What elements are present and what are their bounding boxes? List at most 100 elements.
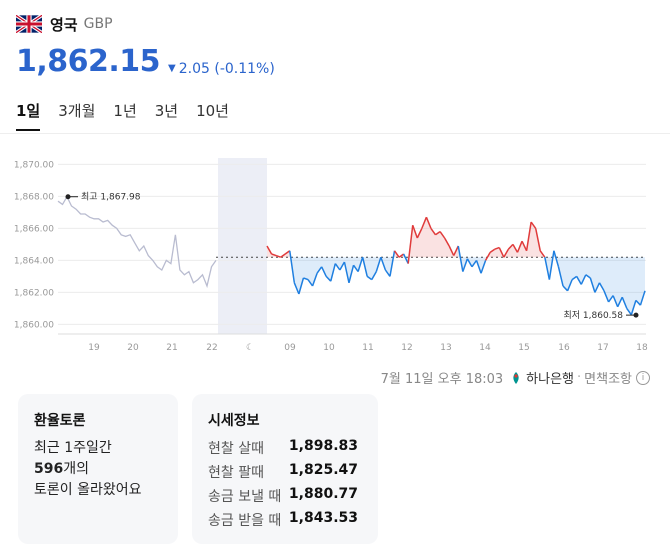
price-line-segment — [498, 247, 505, 258]
rate-value: 1,898.83 — [288, 438, 358, 454]
rate-value: 1,843.53 — [288, 510, 358, 526]
area-segment — [617, 257, 623, 307]
rates-card: 시세정보 현찰 살때 1,898.83 현찰 팔때 1,825.47 송금 보낼… — [192, 394, 378, 544]
down-triangle-icon: ▼ — [168, 63, 176, 74]
area-segment — [435, 231, 441, 258]
price-line-segment — [544, 257, 551, 280]
price-line-segment — [462, 258, 469, 272]
tab-3years[interactable]: 3년 — [154, 102, 179, 120]
area-segment — [412, 225, 418, 258]
area-segment — [321, 257, 327, 277]
exchange-rate-chart[interactable]: 1,870.00 1,868.00 1,866.00 1,864.00 1,862.00… — [0, 140, 670, 360]
forum-card[interactable]: 환율토론 최근 1주일간 596개의 토론이 올라왔어요 — [18, 394, 178, 544]
area-segment — [490, 249, 495, 258]
info-icon[interactable]: i — [636, 370, 650, 385]
forum-line2: 596개의 — [34, 459, 142, 480]
x-tick-label: 09 — [284, 343, 296, 353]
tab-divider — [0, 133, 670, 134]
price-line-segment — [398, 253, 405, 258]
price-row: 1,862.15 ▼ 2.05 (-0.11%) — [16, 44, 275, 79]
price-line-segment — [621, 296, 628, 309]
price-line-segment — [580, 274, 587, 285]
price-line-segment — [539, 250, 546, 258]
area-segment — [298, 257, 304, 294]
y-tick-label: 1,864.00 — [14, 256, 54, 266]
price-line-segment — [407, 225, 414, 264]
area-segment — [572, 257, 577, 280]
price-line-segment — [316, 266, 323, 274]
disclaimer-link[interactable]: 면책조항 — [584, 372, 632, 387]
price-line-segment — [298, 277, 305, 295]
forum-count-suffix: 개의 — [63, 461, 89, 477]
forum-summary: 최근 1주일간 596개의 토론이 올라왔어요 — [34, 438, 142, 501]
currency-code: GBP — [83, 16, 113, 32]
x-tick-label: 11 — [362, 343, 373, 353]
rate-label: 송금 보낼 때 — [208, 489, 282, 505]
area-segment — [563, 257, 568, 291]
area-segment — [494, 247, 500, 258]
price-line-segment — [421, 216, 428, 229]
price-line-segment — [307, 279, 314, 287]
price-line-segment — [525, 221, 532, 251]
price-line-segment — [375, 256, 382, 272]
price-line-segment — [435, 230, 441, 236]
price-line-segment — [443, 237, 450, 247]
forum-line1: 최근 1주일간 — [34, 440, 112, 456]
rate-label: 현찰 팔때 — [208, 465, 264, 481]
tab-3months[interactable]: 3개월 — [58, 102, 96, 120]
x-tick-label: 16 — [558, 343, 570, 353]
country-name: 영국 — [50, 15, 78, 34]
price-line-segment — [576, 276, 582, 285]
price-line-segment — [630, 300, 637, 316]
price-line-segment — [425, 216, 432, 229]
area-segment — [635, 257, 641, 306]
price-line-segment — [521, 240, 528, 252]
area-segment — [385, 257, 390, 277]
price-line-segment — [393, 250, 400, 258]
area-segment — [631, 257, 636, 315]
price-line-segment — [280, 253, 286, 258]
x-tick-label: 20 — [127, 343, 139, 353]
price-line-segment — [548, 250, 555, 280]
rates-title: 시세정보 — [208, 413, 260, 429]
price-line-segment — [357, 256, 364, 272]
currency-header: 영국 GBP — [16, 12, 113, 36]
price-line-segment — [507, 243, 514, 250]
tab-1year[interactable]: 1년 — [113, 102, 137, 120]
price-line-segment — [594, 282, 601, 293]
x-tick-label: 14 — [479, 343, 491, 353]
area-segment — [303, 257, 308, 280]
chart-meta: 7월 11일 오후 18:03 하나은행 · 면책조항 i — [381, 368, 650, 387]
price-line-segment — [557, 266, 564, 287]
area-segment — [326, 257, 331, 282]
forum-line3: 토론이 올라왔어요 — [34, 482, 142, 498]
price-line-segment — [639, 290, 646, 306]
price-line-segment — [494, 246, 500, 250]
y-tick-label: 1,860.00 — [14, 320, 54, 330]
price-change: ▼ 2.05 (-0.11%) — [168, 61, 275, 77]
forum-count: 596 — [34, 461, 64, 477]
price-line-segment — [293, 282, 300, 295]
x-tick-label: 19 — [88, 343, 100, 353]
rate-value: 1,825.47 — [288, 462, 358, 478]
price-line-segment — [562, 285, 569, 292]
update-timestamp: 7월 11일 오후 18:03 — [380, 372, 504, 387]
price-line-segment — [366, 275, 373, 281]
price-line-segment — [475, 260, 482, 274]
price-line-segment — [416, 228, 423, 239]
bank-name: 하나은행 — [526, 372, 575, 387]
price-line-segment — [534, 228, 541, 251]
high-label: 최고 1,867.98 — [81, 192, 141, 203]
y-tick-label: 1,868.00 — [14, 192, 54, 202]
price-line-segment — [320, 266, 327, 277]
price-line-segment — [616, 296, 623, 308]
tab-1day[interactable]: 1일 — [16, 100, 41, 131]
area-segment — [312, 257, 318, 286]
price-line-segment — [530, 221, 537, 229]
price-line-segment — [343, 261, 350, 283]
tab-10years[interactable]: 10년 — [196, 102, 229, 120]
price-line-segment — [553, 250, 560, 268]
price-line-segment — [275, 254, 281, 258]
y-tick-label: 1,862.00 — [14, 288, 54, 298]
price-line-segment — [352, 264, 359, 273]
